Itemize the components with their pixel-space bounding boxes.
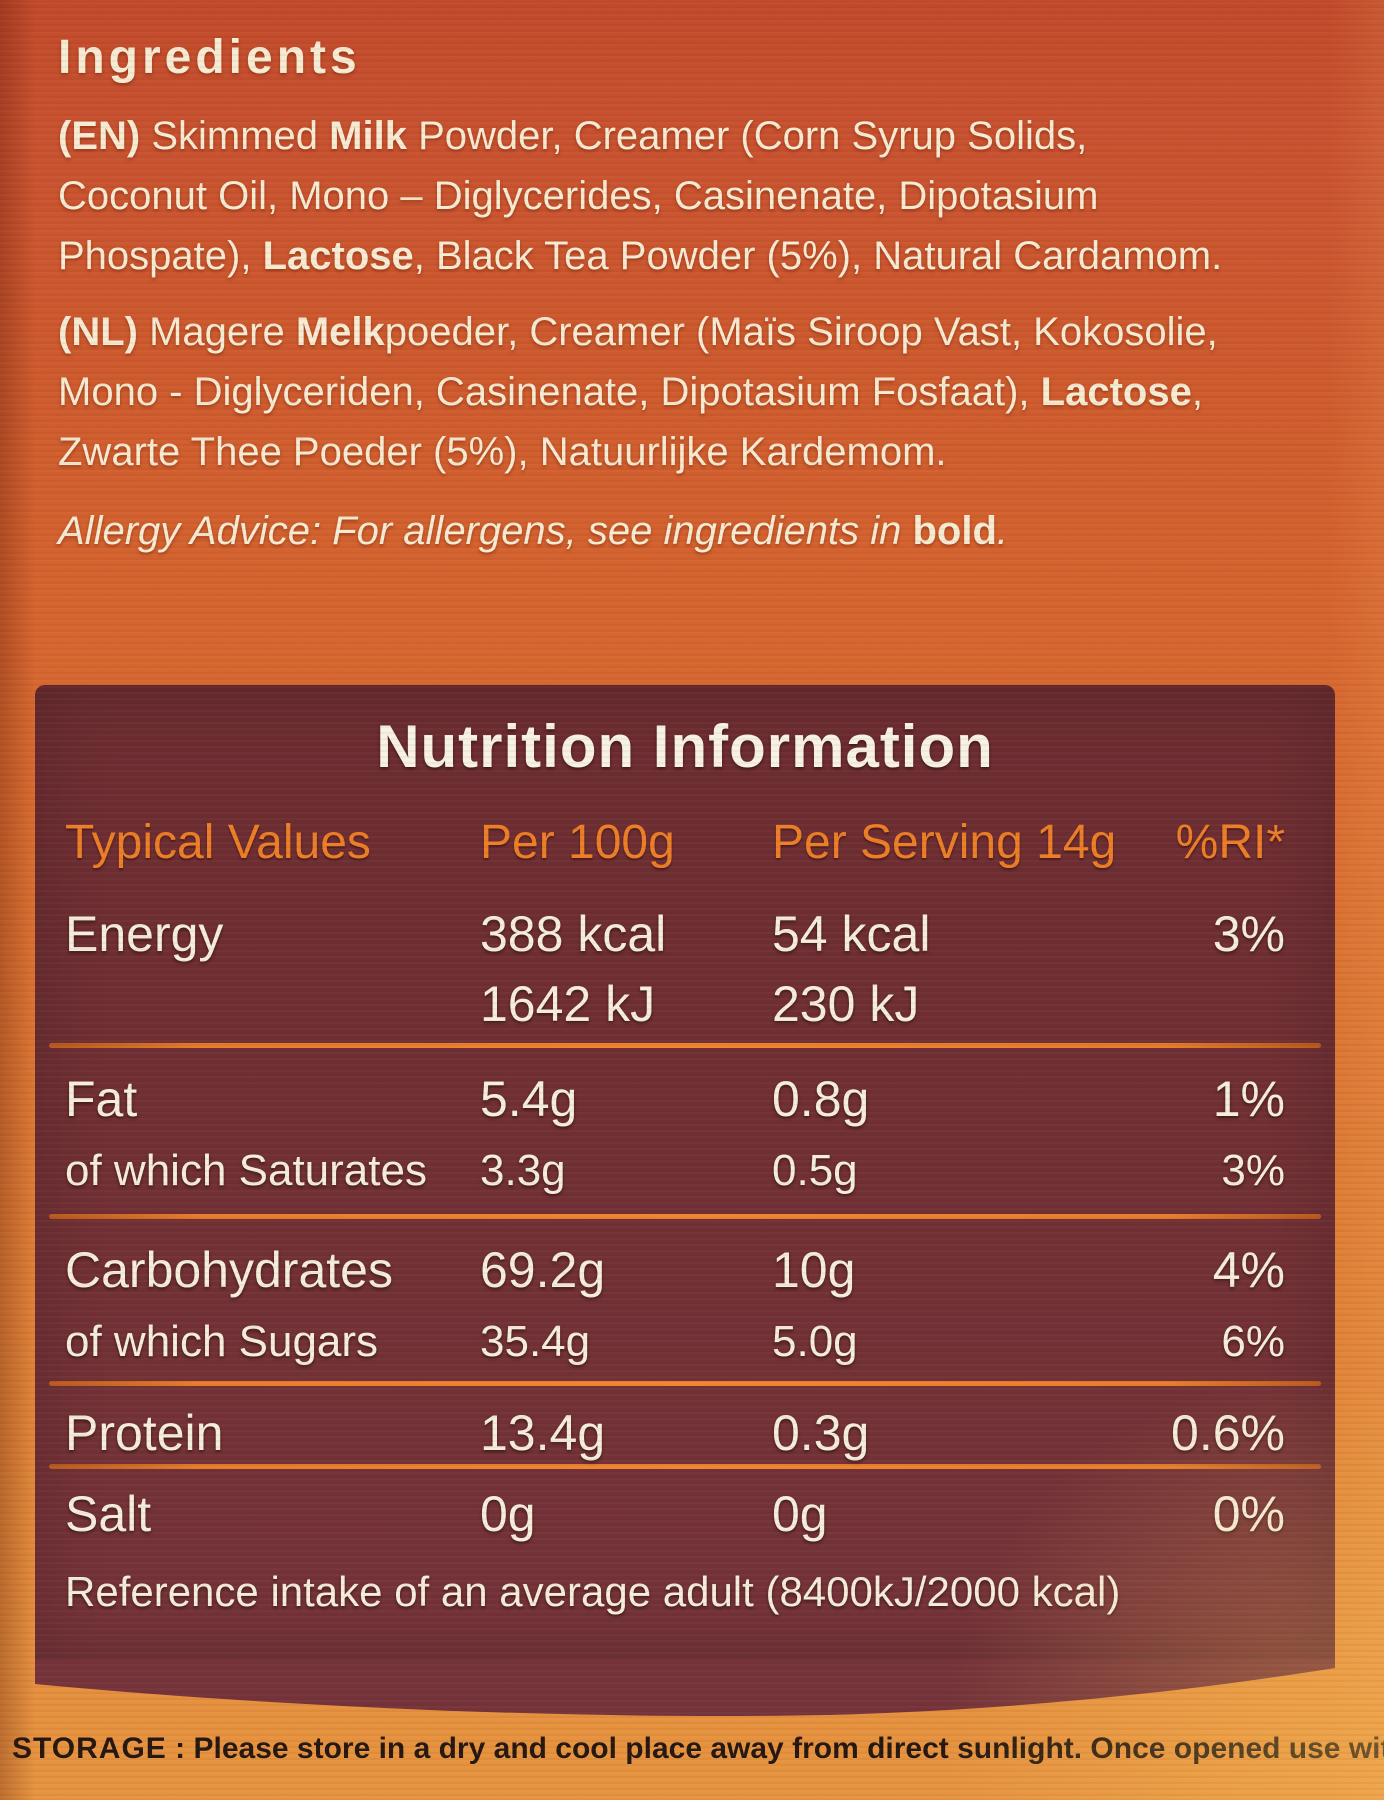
allergy-text: . — [996, 509, 1009, 553]
allergen-melk: Melk — [295, 310, 385, 354]
per-serving-value: 54 kcal — [772, 906, 931, 962]
per-100g-value: 0g — [480, 1486, 536, 1542]
allergy-advice: Allergy Advice: For allergens, see ingre… — [58, 502, 1338, 560]
ingredient-text: , — [1191, 370, 1203, 414]
allergen-milk: Milk — [329, 114, 407, 158]
nutrition-row-saturates: of which Saturates 3.3g 0.5g 3% — [35, 1136, 1335, 1206]
allergen-lactose: Lactose — [262, 234, 414, 278]
divider-line — [49, 1464, 1321, 1469]
storage-note: STORAGE : Please store in a dry and cool… — [12, 1722, 1384, 1776]
ri-value: 6% — [1221, 1317, 1285, 1366]
per-100g-value: 35.4g — [480, 1317, 591, 1366]
ri-value: 0.6% — [1171, 1405, 1285, 1461]
per-100g-value: 69.2g — [480, 1242, 606, 1298]
storage-label: STORAGE — [12, 1732, 167, 1765]
ingredient-text: , Black Tea Powder (5%), Natural Cardamo… — [413, 234, 1223, 278]
ingredients-paragraph-nl: (NL) Magere Melkpoeder, Creamer (Maïs Si… — [58, 302, 1338, 482]
ingredients-en-line-3: Phospate), Lactose, Black Tea Powder (5%… — [58, 226, 1338, 286]
nutrition-row-sugars: of which Sugars 35.4g 5.0g 6% — [35, 1307, 1335, 1377]
lang-tag-en: (EN) — [58, 114, 141, 158]
ri-value: 3% — [1221, 1146, 1285, 1195]
per-serving-value: 0.8g — [772, 1071, 870, 1127]
nutrition-row-carbohydrates: Carbohydrates 69.2g 10g 4% — [35, 1235, 1335, 1307]
per-100g-value: 1642 kJ — [480, 976, 656, 1032]
per-100g-value: 13.4g — [480, 1405, 606, 1461]
allergy-text: Allergy Advice: For allergens, see ingre… — [58, 509, 913, 553]
ingredients-section: Ingredients (EN) Skimmed Milk Powder, Cr… — [58, 30, 1338, 560]
row-label: of which Saturates — [65, 1146, 427, 1195]
ingredients-nl-line-1: (NL) Magere Melkpoeder, Creamer (Maïs Si… — [58, 302, 1338, 362]
ingredient-text: Mono - Diglyceriden, Casinenate, Dipotas… — [58, 370, 1041, 414]
ingredient-text: poeder, Creamer (Maïs Siroop Vast, Kokos… — [384, 310, 1218, 354]
per-100g-value: 3.3g — [480, 1146, 566, 1195]
allergen-lactose-nl: Lactose — [1040, 370, 1192, 414]
per-serving-value: 5.0g — [772, 1317, 858, 1366]
nutrition-row-energy-kj: 1642 kJ 230 kJ — [35, 969, 1335, 1039]
per-serving-value: 230 kJ — [772, 976, 920, 1032]
per-serving-value: 0g — [772, 1486, 828, 1542]
divider-line — [49, 1381, 1321, 1386]
ingredient-text: Coconut Oil, Mono – Diglycerides, Casine… — [58, 174, 1099, 218]
lang-tag-nl: (NL) — [58, 310, 138, 354]
nutrition-header-row: Typical Values Per 100g Per Serving 14g … — [35, 815, 1335, 871]
ingredient-text: Magere — [137, 310, 296, 354]
per-serving-value: 10g — [772, 1242, 856, 1298]
divider-line — [49, 1043, 1321, 1048]
nutrition-row-salt: Salt 0g 0g 0% — [35, 1479, 1335, 1549]
per-serving-value: 0.3g — [772, 1405, 870, 1461]
per-serving-value: 0.5g — [772, 1146, 858, 1195]
ingredients-en-line-1: (EN) Skimmed Milk Powder, Creamer (Corn … — [58, 106, 1338, 166]
ingredient-text: Zwarte Thee Poeder (5%), Natuurlijke Kar… — [58, 430, 947, 474]
storage-text: Please store in a dry and cool place awa… — [193, 1732, 1384, 1765]
allergy-bold-word: bold — [912, 509, 997, 553]
ri-value: 4% — [1212, 1242, 1285, 1298]
row-label: Protein — [65, 1405, 224, 1461]
nutrition-panel: Nutrition Information Typical Values Per… — [35, 685, 1335, 1717]
ingredient-text: Skimmed — [140, 114, 330, 158]
nutrition-row-fat: Fat 5.4g 0.8g 1% — [35, 1064, 1335, 1136]
divider-line — [49, 1214, 1321, 1219]
nutrition-title: Nutrition Information — [376, 713, 994, 780]
per-100g-value: 5.4g — [480, 1071, 578, 1127]
reference-intake-note: Reference intake of an average adult (84… — [65, 1568, 1121, 1615]
ingredients-nl-line-3: Zwarte Thee Poeder (5%), Natuurlijke Kar… — [58, 422, 1338, 482]
row-label: Fat — [65, 1071, 138, 1127]
ingredient-text: Powder, Creamer (Corn Syrup Solids, — [406, 114, 1088, 158]
column-header-per-serving: Per Serving 14g — [772, 816, 1117, 869]
ri-value: 1% — [1212, 1071, 1285, 1127]
ingredients-heading: Ingredients — [58, 31, 361, 84]
ingredients-paragraph-en: (EN) Skimmed Milk Powder, Creamer (Corn … — [58, 106, 1338, 286]
ri-value: 3% — [1212, 906, 1285, 962]
row-label: Energy — [65, 906, 224, 962]
ingredient-text: Phospate), — [58, 234, 263, 278]
ingredients-nl-line-2: Mono - Diglyceriden, Casinenate, Dipotas… — [58, 362, 1338, 422]
ri-value: 0% — [1212, 1486, 1285, 1542]
row-label: Salt — [65, 1486, 152, 1542]
row-label: of which Sugars — [65, 1317, 379, 1366]
row-label: Carbohydrates — [65, 1242, 393, 1298]
column-header-typical-values: Typical Values — [65, 816, 371, 869]
per-100g-value: 388 kcal — [480, 906, 667, 962]
nutrition-row-energy: Energy 388 kcal 54 kcal 3% — [35, 899, 1335, 969]
storage-separator: : — [166, 1732, 194, 1765]
column-header-ri: %RI* — [1175, 816, 1285, 869]
panel-wave-bottom-edge — [35, 1660, 1335, 1717]
ingredients-en-line-2: Coconut Oil, Mono – Diglycerides, Casine… — [58, 166, 1338, 226]
nutrition-row-protein: Protein 13.4g 0.3g 0.6% — [35, 1398, 1335, 1464]
column-header-per-100g: Per 100g — [480, 816, 675, 869]
